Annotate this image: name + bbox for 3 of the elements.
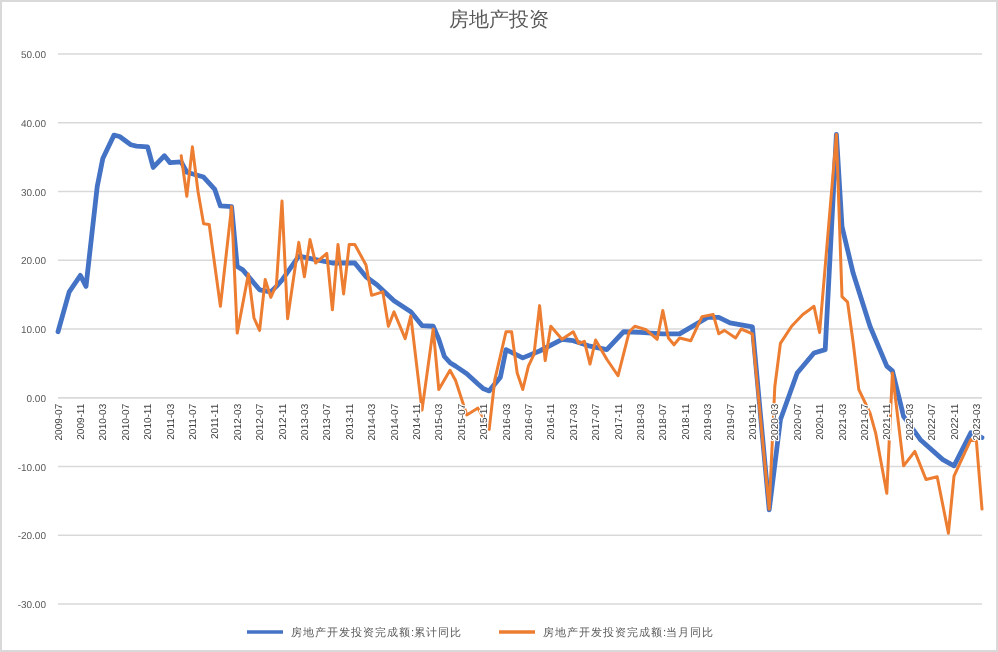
chart-title: 房地产投资 — [449, 8, 549, 32]
line-series — [179, 132, 984, 535]
line-series — [55, 132, 985, 513]
